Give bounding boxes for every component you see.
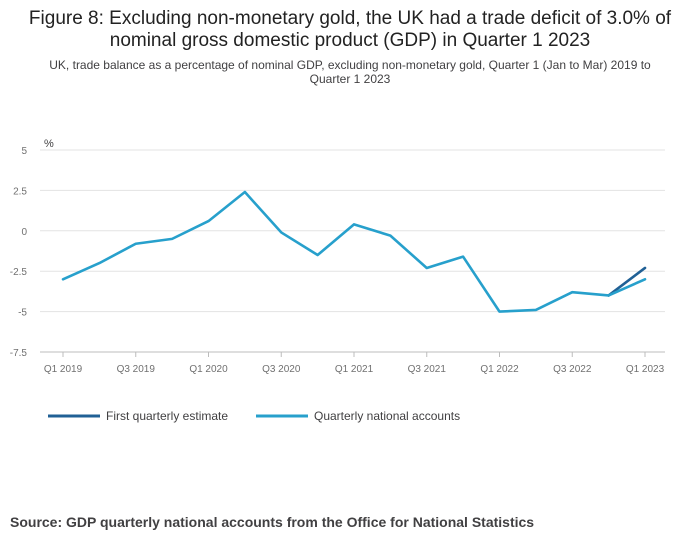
series-line-quarterly-national-accounts: [61, 190, 647, 313]
chart-title: Figure 8: Excluding non-monetary gold, t…: [28, 8, 672, 51]
legend-item-first-quarterly-estimate-label: First quarterly estimate: [106, 409, 228, 423]
x-tick-label: Q3 2021: [408, 364, 447, 375]
y-axis-unit-label: %: [44, 138, 54, 150]
y-tick-label: 0: [21, 227, 27, 238]
chart-subtitle: UK, trade balance as a percentage of nom…: [49, 58, 651, 86]
y-tick-label: -7.5: [10, 348, 28, 359]
x-tick-label: Q1 2023: [626, 364, 665, 375]
y-tick-label: -2.5: [10, 267, 28, 278]
x-tick-label: Q3 2022: [553, 364, 592, 375]
x-tick-label: Q1 2021: [335, 364, 374, 375]
x-tick-label: Q1 2019: [44, 364, 83, 375]
x-tick-label: Q3 2020: [262, 364, 301, 375]
x-tick-label: Q1 2020: [189, 364, 228, 375]
y-tick-label: -5: [18, 308, 27, 319]
y-tick-label: 2.5: [13, 186, 27, 197]
x-tick-label: Q3 2019: [117, 364, 156, 375]
legend-item-quarterly-national-accounts-label: Quarterly national accounts: [314, 409, 460, 423]
y-tick-label: 5: [21, 146, 27, 157]
series-line-first-quarterly-estimate: [607, 266, 647, 297]
x-tick-label: Q1 2022: [480, 364, 519, 375]
source-note: Source: GDP quarterly national accounts …: [10, 514, 535, 530]
